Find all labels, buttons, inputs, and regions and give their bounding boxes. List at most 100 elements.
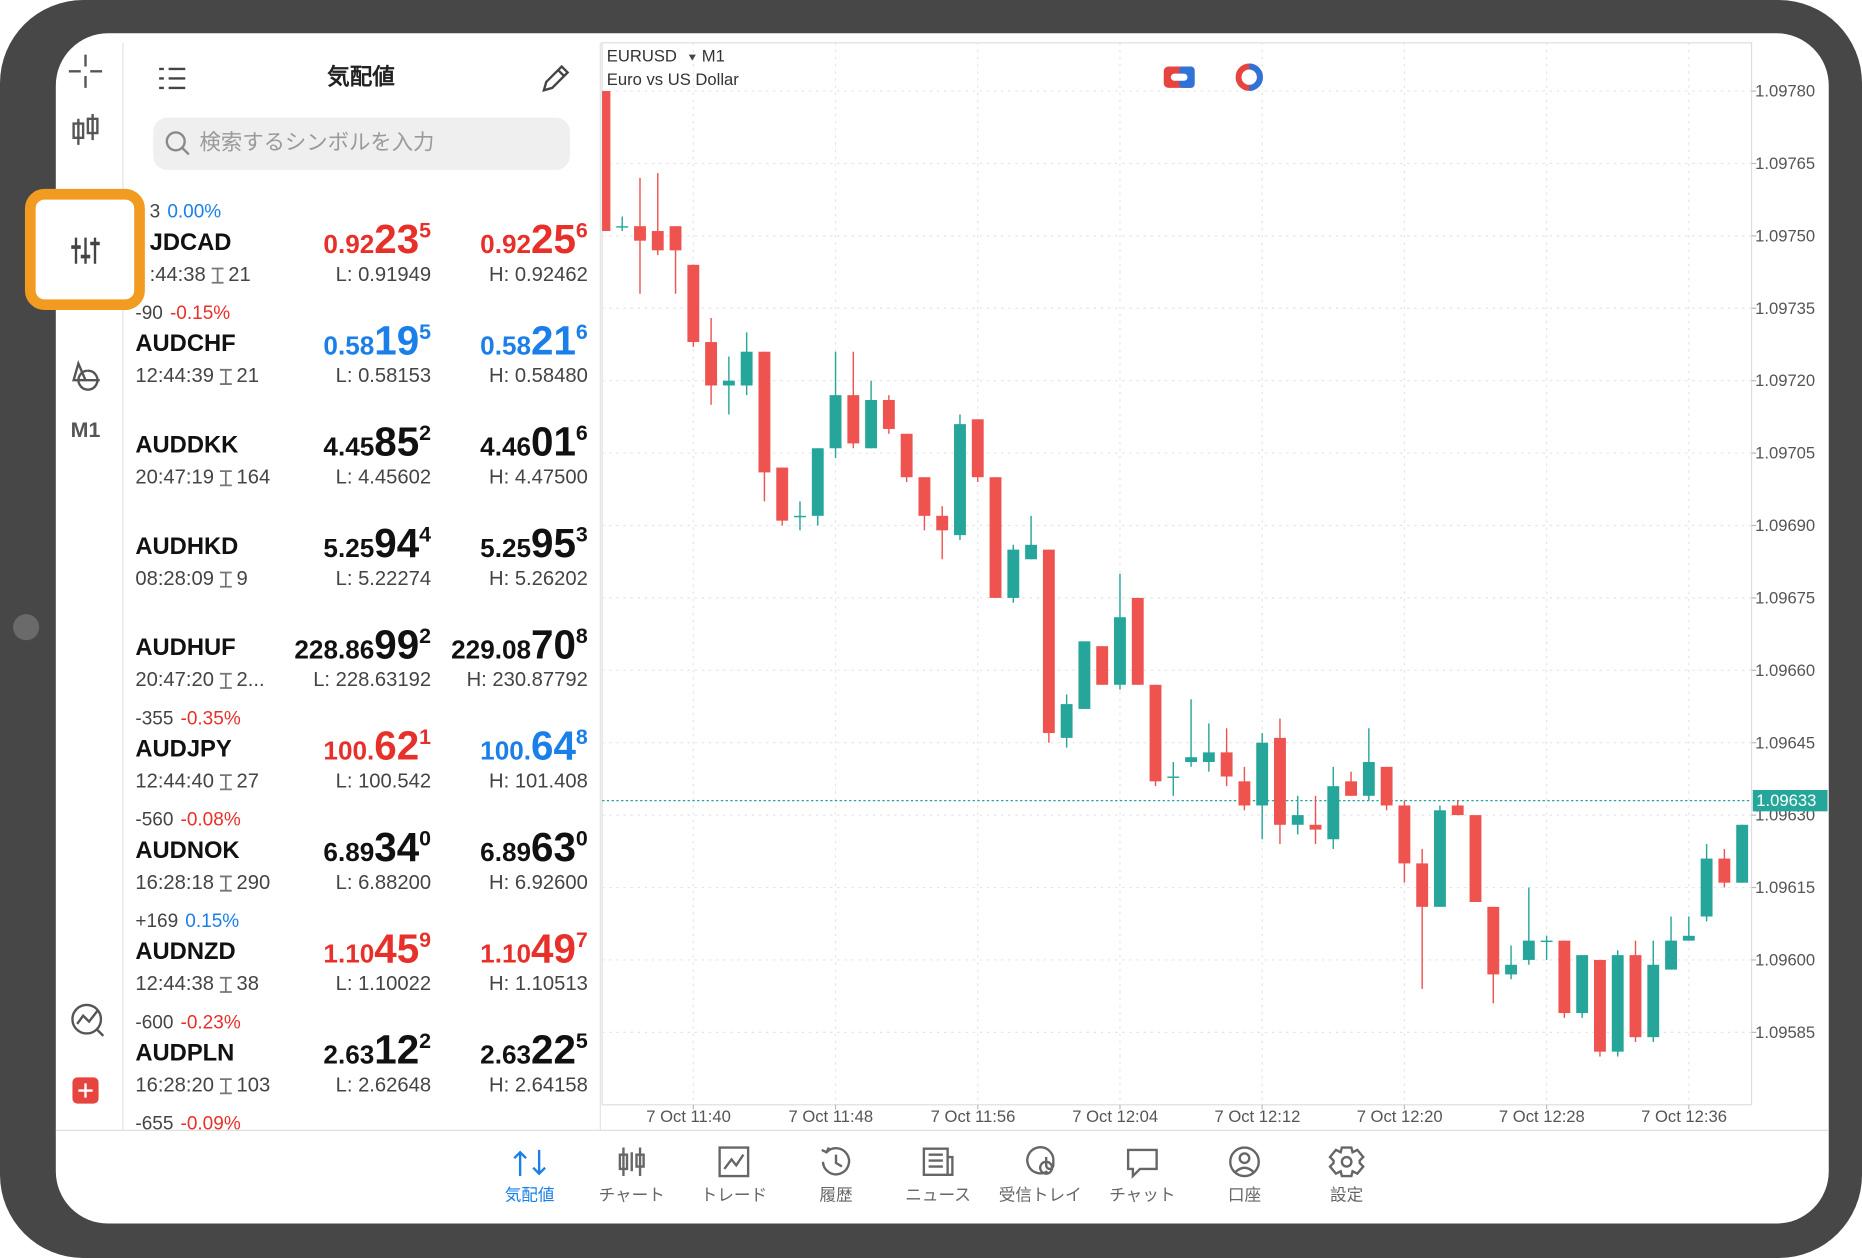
candle-body xyxy=(1309,824,1322,830)
ask-prefix: 0.58 xyxy=(480,330,531,360)
ask-prefix: 5.25 xyxy=(480,533,531,563)
bid-point: 1 xyxy=(419,725,431,749)
bid-prefix: 4.45 xyxy=(323,432,374,462)
ask-pips: 21 xyxy=(531,317,576,363)
bid-pips: 12 xyxy=(374,1027,419,1073)
tab[interactable]: ニュース xyxy=(905,1147,971,1205)
spread: 21 xyxy=(237,365,259,387)
tab[interactable]: 口座 xyxy=(1228,1146,1261,1205)
candle-body xyxy=(634,226,646,241)
bid-pips: 94 xyxy=(374,520,419,566)
chart-symbol[interactable]: EURUSD xyxy=(607,46,677,65)
ask-price: 5.25953 xyxy=(480,520,588,566)
tab-icon xyxy=(821,1146,851,1176)
bid-pips: 45 xyxy=(374,925,419,971)
candle-body xyxy=(1629,955,1642,1038)
spread: 103 xyxy=(237,1075,271,1097)
plot-frame xyxy=(601,42,1753,1106)
candle-body xyxy=(1434,810,1446,907)
tab-icon xyxy=(1126,1148,1158,1179)
change-line: -355 -0.35% xyxy=(135,708,240,729)
crosshair-icon[interactable] xyxy=(68,54,103,88)
tab-icon xyxy=(1026,1146,1055,1175)
ask-point: 6 xyxy=(576,320,588,344)
search-placeholder[interactable]: 検索するシンボルを入力 xyxy=(200,130,435,154)
tab-icon xyxy=(1328,1146,1365,1178)
chart-timeframe[interactable]: M1 xyxy=(702,46,725,65)
change-line: -560 -0.08% xyxy=(135,810,240,831)
edit-icon[interactable] xyxy=(542,64,570,93)
bid-point: 9 xyxy=(419,928,431,952)
ask-price: 100.648 xyxy=(480,723,588,769)
x-tick-label: 7 Oct 11:40 xyxy=(646,1107,731,1126)
symbol: AUDHUF xyxy=(135,634,235,661)
change-points: -600 xyxy=(135,1012,173,1033)
toolbar-timeframe[interactable]: M1 xyxy=(71,418,101,442)
objects-icon[interactable] xyxy=(72,359,100,391)
tab-icon xyxy=(1229,1146,1260,1178)
y-tick-label: 1.09600 xyxy=(1755,951,1815,970)
candle-body xyxy=(687,264,700,343)
bid-price: 228.86992 xyxy=(294,621,431,667)
change-points: -90 xyxy=(135,303,162,324)
high-price: H: 230.87792 xyxy=(467,669,588,691)
chart-type-icon[interactable] xyxy=(72,114,99,145)
candle-body xyxy=(1380,766,1393,806)
chart-description: Euro vs US Dollar xyxy=(607,70,739,89)
ask-prefix: 229.08 xyxy=(451,634,531,664)
ask-pips: 95 xyxy=(531,520,576,566)
low-price: L: 2.62648 xyxy=(336,1075,431,1097)
tab[interactable]: トレード xyxy=(701,1146,767,1205)
tab-label: 履歴 xyxy=(819,1186,852,1205)
change-percent: 0.00% xyxy=(167,202,221,223)
candle-body xyxy=(1238,781,1251,806)
tab[interactable]: チャート xyxy=(599,1147,665,1205)
search-box[interactable] xyxy=(153,117,570,170)
tab[interactable]: チャット xyxy=(1109,1148,1176,1205)
tab[interactable]: 受信トレイ xyxy=(999,1146,1082,1205)
candle-body xyxy=(1131,597,1144,685)
spread-icon xyxy=(219,774,232,791)
candle-body xyxy=(669,226,682,251)
watchlist-row[interactable]: -655 -0.09% xyxy=(135,1114,240,1135)
bid-point: 5 xyxy=(419,219,431,243)
ask-price: 1.10497 xyxy=(480,925,588,971)
candle-body xyxy=(616,226,629,228)
candle-body xyxy=(740,351,753,386)
candle-body xyxy=(1576,955,1589,1014)
bid-price: 5.25944 xyxy=(323,520,431,566)
x-tick-label: 7 Oct 12:36 xyxy=(1641,1107,1727,1126)
low-price: L: 5.22274 xyxy=(336,568,431,590)
bid-prefix: 0.92 xyxy=(323,229,374,259)
ask-pips: 70 xyxy=(531,621,576,667)
change-line: -600 -0.23% xyxy=(135,1012,240,1033)
bid-price: 1.10459 xyxy=(323,925,431,971)
tab[interactable]: 気配値 xyxy=(505,1149,555,1205)
symbol-dropdown[interactable] xyxy=(688,54,696,61)
y-tick-label: 1.09585 xyxy=(1755,1023,1815,1042)
analytics-icon[interactable] xyxy=(71,1003,105,1037)
change-percent: 0.15% xyxy=(185,911,239,932)
candle-body xyxy=(1611,955,1624,1052)
tab[interactable]: 履歴 xyxy=(819,1146,853,1205)
candle-body xyxy=(918,477,931,516)
candle-body xyxy=(865,399,878,449)
list-icon[interactable] xyxy=(159,67,186,90)
home-button[interactable] xyxy=(13,614,40,641)
spread: 27 xyxy=(237,771,259,793)
symbol: AUDPLN xyxy=(135,1039,234,1066)
ask-point: 0 xyxy=(576,827,588,851)
high-price: H: 1.10513 xyxy=(489,973,588,995)
tab[interactable]: 設定 xyxy=(1328,1146,1365,1205)
bid-prefix: 0.58 xyxy=(323,330,374,360)
